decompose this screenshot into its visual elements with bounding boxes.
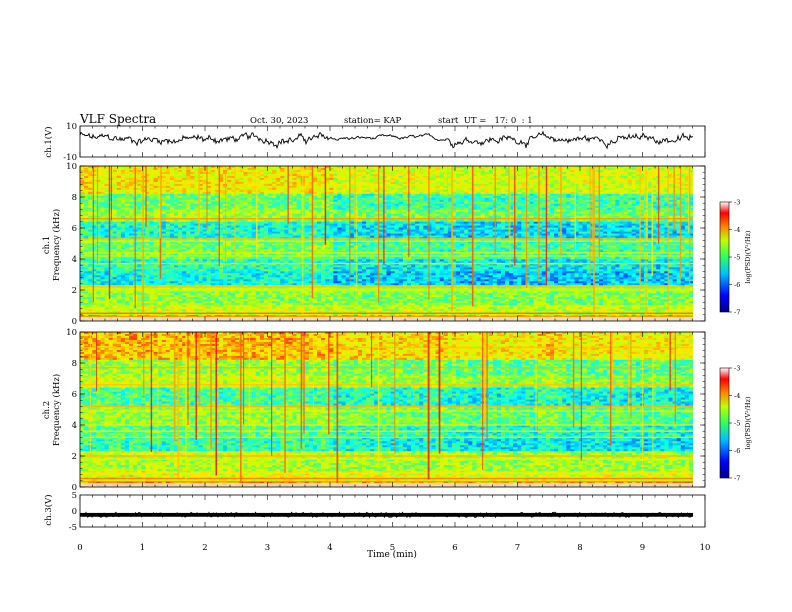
y-tick-label: 10 bbox=[66, 162, 77, 172]
colorbar-tick-label: -7 bbox=[734, 309, 740, 317]
y-tick-label: -10 bbox=[63, 153, 77, 163]
y-tick-label: 6 bbox=[72, 224, 77, 234]
ch1-spectrogram-panel: 0 2 4 6 8 10 bbox=[66, 162, 706, 327]
ch2-colorbar: log(PSD)(V²/Hz) -3 -4 -5 -6 -7 bbox=[719, 365, 752, 483]
ch2-colorbar-label: log(PSD)(V²/Hz) bbox=[744, 396, 752, 449]
ch1-frequency-label: Frequency (kHz) bbox=[51, 209, 62, 281]
ch1-voltage-label: ch.1(V) bbox=[43, 126, 54, 157]
y-tick-label: -5 bbox=[69, 523, 77, 533]
x-tick-label: 7 bbox=[515, 543, 520, 553]
colorbar-tick-label: -4 bbox=[734, 392, 740, 400]
x-tick-label: 3 bbox=[265, 543, 270, 553]
spectrogram-image bbox=[80, 332, 693, 487]
x-axis-label: Time (min) bbox=[367, 549, 417, 560]
x-tick-label: 0 bbox=[77, 543, 82, 553]
colorbar-tick-label: -5 bbox=[734, 420, 740, 428]
ch1-colorbar-label: log(PSD)(V²/Hz) bbox=[744, 230, 752, 283]
colorbar-tick-label: -7 bbox=[734, 475, 740, 483]
x-tick-label: 5 bbox=[390, 543, 395, 553]
ch3-waveform-band bbox=[80, 512, 693, 517]
ch1-waveform-panel: 10 -10 bbox=[63, 122, 706, 163]
ch3-voltage-label: ch.3(V) bbox=[43, 494, 54, 525]
y-tick-label: 2 bbox=[72, 452, 77, 462]
y-tick-label: 10 bbox=[66, 122, 77, 132]
y-tick-label: 0 bbox=[72, 317, 77, 327]
x-tick-label: 6 bbox=[452, 543, 457, 553]
y-tick-label: 0 bbox=[72, 507, 77, 517]
x-tick-label: 2 bbox=[202, 543, 207, 553]
station-label: station= KAP bbox=[344, 116, 402, 126]
y-tick-label: 10 bbox=[66, 328, 77, 338]
ch3-waveform-line bbox=[79, 511, 693, 519]
y-tick-label: 2 bbox=[72, 286, 77, 296]
x-tick-label: 10 bbox=[700, 543, 711, 553]
start-time-label: start UT = 17: 0 : 1 bbox=[438, 116, 533, 126]
spectrogram-image bbox=[80, 166, 693, 321]
y-tick-label: 8 bbox=[72, 193, 77, 203]
ch2-channel-label: ch.2 bbox=[42, 401, 52, 419]
colorbar-tick-label: -6 bbox=[734, 281, 740, 289]
y-tick-label: 8 bbox=[72, 359, 77, 369]
date-label: Oct. 30, 2023 bbox=[250, 116, 308, 126]
x-tick-label: 8 bbox=[577, 543, 582, 553]
ch2-spectrogram-panel: 0 2 4 6 8 10 bbox=[66, 328, 706, 493]
y-tick-label: 6 bbox=[72, 390, 77, 400]
ch1-waveform-line bbox=[79, 130, 694, 150]
ch1-channel-label: ch.1 bbox=[42, 236, 52, 254]
colorbar-tick-label: -3 bbox=[734, 199, 740, 207]
ch1-colorbar: log(PSD)(V²/Hz) -3 -4 -5 -6 -7 bbox=[719, 199, 752, 317]
colorbar-tick-label: -4 bbox=[734, 226, 740, 234]
x-tick-label: 4 bbox=[327, 543, 332, 553]
colorbar-tick-label: -5 bbox=[734, 254, 740, 262]
y-tick-label: 4 bbox=[72, 421, 77, 431]
y-tick-label: 0 bbox=[72, 483, 77, 493]
x-tick-label: 1 bbox=[140, 543, 145, 553]
y-tick-label: 5 bbox=[72, 491, 77, 501]
x-tick-label: 9 bbox=[640, 543, 645, 553]
colorbar-tick-label: -3 bbox=[734, 365, 740, 373]
figure-title: VLF Spectra bbox=[79, 112, 156, 126]
colorbar-tick-label: -6 bbox=[734, 447, 740, 455]
y-tick-label: 4 bbox=[72, 255, 77, 265]
ch3-waveform-panel: 50-50 1 2 3 4 5 6 7 8 9 10 bbox=[69, 491, 711, 553]
ch2-frequency-label: Frequency (kHz) bbox=[51, 374, 62, 446]
